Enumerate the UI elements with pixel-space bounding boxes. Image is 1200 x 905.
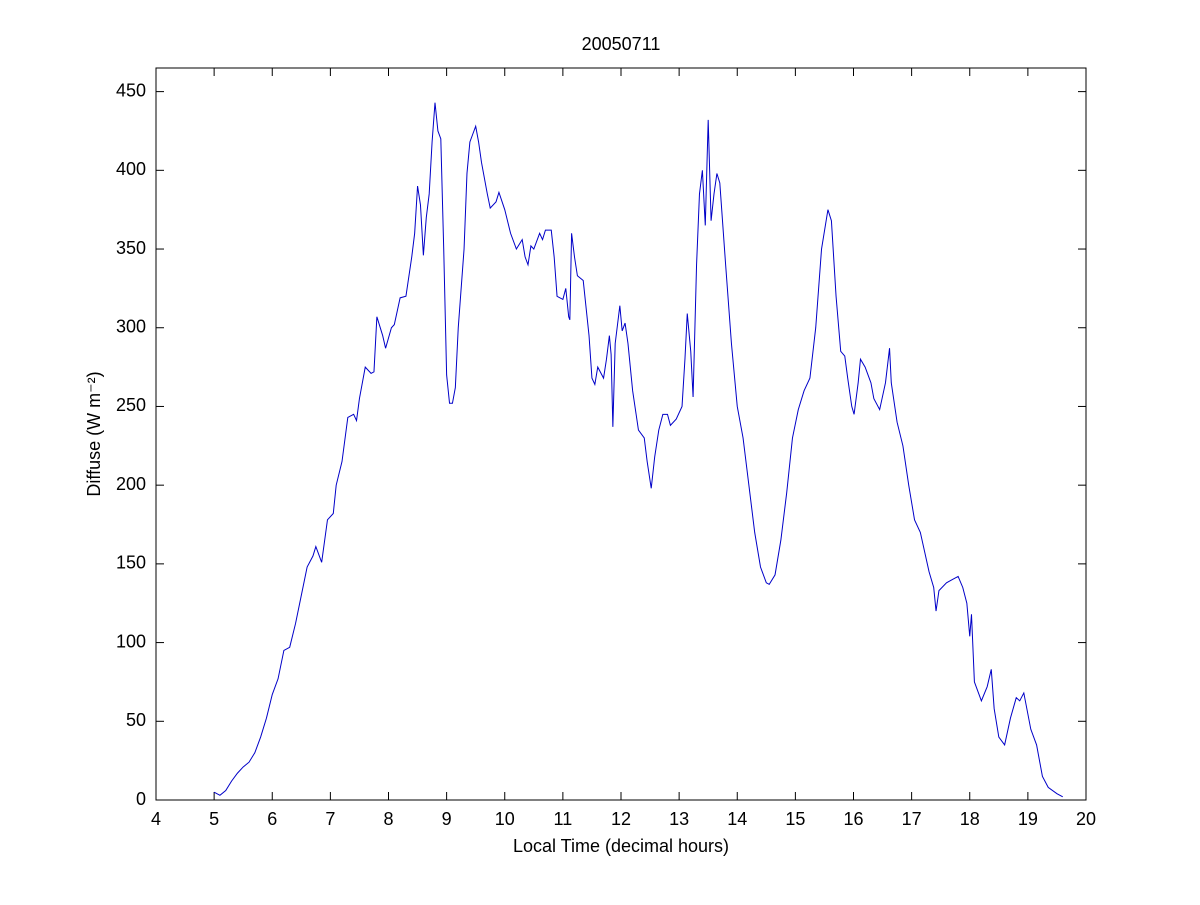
x-tick-label: 14 [727, 809, 747, 829]
y-tick-label: 400 [116, 159, 146, 179]
chart-title: 20050711 [582, 34, 661, 54]
x-tick-label: 15 [785, 809, 805, 829]
y-tick-label: 450 [116, 80, 146, 100]
x-tick-label: 11 [554, 809, 573, 829]
x-tick-label: 13 [669, 809, 689, 829]
axes-box [155, 67, 1087, 801]
x-tick-label: 10 [495, 809, 515, 829]
x-axis-label: Local Time (decimal hours) [513, 836, 729, 856]
y-tick-label: 350 [116, 238, 146, 258]
x-tick-label: 17 [902, 809, 922, 829]
x-tick-label: 6 [267, 809, 277, 829]
x-tick-label: 18 [960, 809, 980, 829]
x-tick-label: 8 [383, 809, 393, 829]
y-tick-label: 100 [116, 631, 146, 651]
y-tick-label: 150 [116, 553, 146, 573]
y-tick-label: 0 [136, 789, 146, 809]
x-tick-label: 16 [843, 809, 863, 829]
x-tick-label: 9 [442, 809, 452, 829]
x-tick-label: 7 [325, 809, 335, 829]
x-tick-label: 5 [209, 809, 219, 829]
y-tick-label: 250 [116, 395, 146, 415]
y-tick-label: 50 [126, 710, 146, 730]
y-tick-label: 300 [116, 316, 146, 336]
x-tick-label: 12 [611, 809, 631, 829]
x-tick-label: 20 [1076, 809, 1096, 829]
y-axis-label: Diffuse (W m⁻²) [84, 371, 104, 496]
x-tick-label: 4 [151, 809, 161, 829]
data-line [213, 102, 1063, 798]
y-tick-label: 200 [116, 474, 146, 494]
x-tick-label: 19 [1018, 809, 1038, 829]
